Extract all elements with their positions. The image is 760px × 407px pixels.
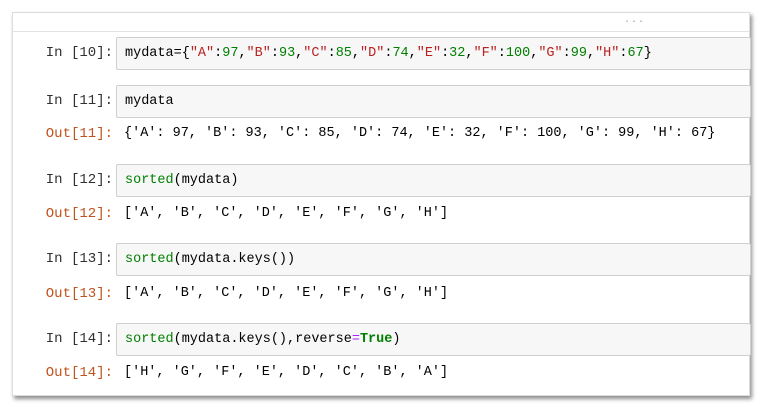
in-prompt: In [12]: (45, 172, 113, 188)
code-token: , (408, 46, 417, 61)
number-literal: 93 (278, 46, 296, 61)
number-literal: 85 (335, 46, 352, 61)
operator: = (351, 332, 360, 347)
cell-output: ['A', 'B', 'C', 'D', 'E', 'F', 'G', 'H'] (124, 286, 449, 301)
code-token: : (441, 46, 450, 61)
code-input[interactable]: sorted(mydata.keys()) (116, 243, 751, 276)
code-input[interactable]: sorted(mydata) (116, 164, 751, 197)
builtin-name: sorted (125, 332, 174, 347)
in-prompt: In [11]: (45, 93, 113, 109)
string-literal: "B" (246, 46, 271, 61)
out-prompt: Out[11]: (45, 126, 113, 142)
builtin-name: sorted (125, 252, 174, 267)
code-text: mydata (125, 94, 174, 109)
number-literal: 74 (392, 46, 409, 61)
code-token: (mydata.keys(),reverse (173, 332, 352, 347)
code-token: , (351, 46, 361, 61)
code-token: : (214, 46, 223, 61)
builtin-name: sorted (125, 173, 174, 188)
in-prompt: In [14]: (45, 331, 113, 347)
code-token: : (327, 46, 336, 61)
in-prompt: In [13]: (45, 251, 113, 267)
code-text: sorted(mydata) (125, 173, 238, 188)
string-literal: "C" (303, 46, 328, 61)
code-token: , (586, 46, 596, 61)
code-token: } (643, 46, 652, 61)
code-token: , (238, 46, 247, 61)
code-token: mydata={ (125, 46, 190, 61)
code-text: sorted(mydata.keys()) (125, 252, 295, 267)
number-literal: 97 (222, 46, 239, 61)
number-literal: 99 (570, 46, 587, 61)
code-token: : (619, 46, 628, 61)
code-input[interactable]: mydata={"A":97,"B":93,"C":85,"D":74,"E":… (116, 37, 751, 70)
code-token: : (384, 46, 393, 61)
notebook-frame: ... In [10]: mydata={"A":97,"B":93,"C":8… (12, 12, 751, 396)
keyword: True (359, 332, 393, 347)
code-token: , (295, 46, 304, 61)
cell-output: ['A', 'B', 'C', 'D', 'E', 'F', 'G', 'H'] (124, 206, 449, 221)
code-token: , (465, 46, 474, 61)
out-prompt: Out[12]: (45, 206, 113, 222)
code-token: (mydata) (173, 173, 239, 188)
code-input[interactable]: sorted(mydata.keys(),reverse=True) (116, 323, 751, 356)
in-prompt: In [10]: (45, 45, 113, 61)
code-token: mydata (125, 94, 174, 109)
string-literal: "F" (473, 46, 498, 61)
string-literal: "G" (538, 46, 563, 61)
out-prompt: Out[14]: (45, 365, 113, 381)
cell-output: {'A': 97, 'B': 93, 'C': 85, 'D': 74, 'E'… (124, 126, 716, 141)
cell-output: ['H', 'G', 'F', 'E', 'D', 'C', 'B', 'A'] (124, 365, 449, 380)
code-token: : (497, 46, 506, 61)
string-literal: "A" (189, 46, 215, 61)
string-literal: "H" (595, 46, 620, 61)
code-token: (mydata.keys()) (173, 252, 296, 267)
code-text: sorted(mydata.keys(),reverse=True) (125, 332, 400, 347)
code-token: : (270, 46, 279, 61)
string-literal: "E" (416, 46, 442, 61)
code-token: , (530, 46, 539, 61)
code-token: ) (392, 332, 401, 347)
code-input[interactable]: mydata (116, 85, 751, 118)
string-literal: "D" (360, 46, 385, 61)
number-literal: 32 (449, 46, 466, 61)
code-token: : (562, 46, 571, 61)
overflow-menu-icon[interactable]: ... (623, 15, 645, 26)
code-text: mydata={"A":97,"B":93,"C":85,"D":74,"E":… (125, 46, 652, 61)
number-literal: 100 (505, 46, 531, 61)
out-prompt: Out[13]: (45, 286, 113, 302)
number-literal: 67 (627, 46, 644, 61)
notebook-top-bar: ... (13, 13, 749, 32)
